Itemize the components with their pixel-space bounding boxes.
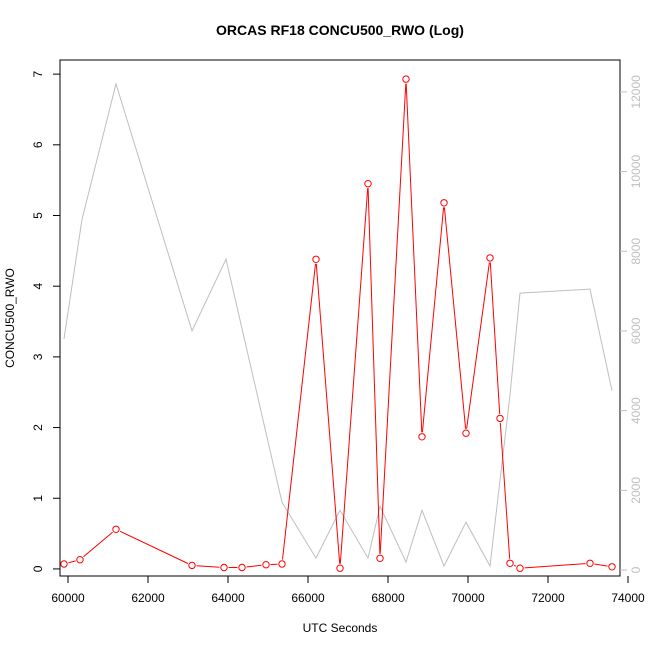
primary-series	[60, 75, 616, 572]
x-tick-label: 66000	[291, 591, 325, 605]
primary-series-point	[516, 564, 524, 572]
primary-series-point	[262, 561, 270, 569]
y-axis-left: 0 1 2 3 4 5 6 7	[31, 70, 60, 572]
primary-series-point	[376, 554, 384, 562]
secondary-series-line	[63, 82, 613, 568]
x-tick-label: 64000	[211, 591, 245, 605]
chart-title: ORCAS RF18 CONCU500_RWO (Log)	[216, 22, 464, 38]
primary-series-segment	[367, 188, 381, 554]
primary-series-point	[188, 561, 196, 570]
primary-series-point	[418, 433, 426, 441]
y-right-tick-label: 10000	[629, 155, 643, 189]
primary-series-segment	[443, 207, 467, 429]
y-axis-right: 0 2000 4000 6000 8000 10000 12000	[620, 75, 643, 573]
y-right-tick-label: 8000	[629, 238, 643, 265]
primary-series-segment	[499, 422, 511, 559]
primary-series-point	[496, 414, 504, 423]
primary-series-point	[336, 564, 344, 572]
primary-series-segment	[282, 263, 316, 560]
primary-series-segment	[119, 530, 189, 564]
y-axis-title: CONCU500_RWO	[3, 268, 17, 368]
primary-series-segment	[83, 531, 113, 558]
primary-series-point	[312, 255, 320, 263]
primary-series-segment	[246, 564, 262, 568]
x-tick-label: 60000	[51, 591, 85, 605]
primary-series-segment	[339, 188, 369, 564]
primary-series-point	[238, 563, 246, 572]
primary-series-point	[462, 429, 470, 437]
y-left-tick-label: 5	[31, 212, 45, 219]
primary-series-segment	[68, 560, 76, 564]
primary-series-point	[60, 560, 68, 568]
y-left-tick-label: 6	[31, 141, 45, 148]
primary-series-point	[586, 559, 594, 567]
primary-series-segment	[524, 563, 586, 569]
secondary-series	[63, 82, 613, 568]
primary-series-segment	[594, 563, 608, 567]
y-right-tick-label: 0	[629, 566, 643, 573]
y-right-tick-label: 4000	[629, 397, 643, 424]
y-right-tick-label: 12000	[629, 75, 643, 109]
primary-series-segment	[196, 565, 220, 568]
y-left-tick-label: 7	[31, 70, 45, 77]
primary-series-point	[402, 75, 410, 83]
primary-series-segment	[421, 207, 445, 433]
primary-series-segment	[379, 83, 407, 554]
x-tick-label: 68000	[371, 591, 405, 605]
plot-border	[59, 59, 621, 577]
y-left-tick-label: 1	[31, 495, 45, 502]
primary-series-point	[486, 254, 494, 262]
x-axis-title: UTC Seconds	[303, 621, 378, 635]
y-left-tick-label: 0	[31, 565, 45, 572]
primary-series-point	[278, 560, 286, 568]
primary-series-segment	[489, 262, 501, 414]
y-left-tick-label: 4	[31, 283, 45, 290]
primary-series-segment	[513, 564, 517, 567]
y-left-tick-label: 3	[31, 353, 45, 360]
x-tick-label: 62000	[131, 591, 165, 605]
primary-series-point	[364, 180, 372, 188]
primary-series-point	[76, 556, 84, 564]
primary-series-segment	[466, 262, 490, 429]
plot-frame	[59, 59, 621, 577]
primary-series-point	[608, 563, 616, 571]
x-tick-label: 70000	[451, 591, 485, 605]
y-right-tick-label: 6000	[629, 317, 643, 344]
primary-series-point	[220, 563, 228, 572]
x-tick-label: 74000	[611, 591, 645, 605]
primary-series-segment	[405, 83, 423, 433]
primary-series-point	[440, 199, 448, 207]
primary-series-point	[112, 525, 120, 533]
primary-series-point	[506, 559, 514, 567]
y-left-tick-label: 2	[31, 424, 45, 431]
primary-series-segment	[315, 263, 341, 564]
x-axis: 60000 62000 64000 66000 68000 70000 72000 74000	[51, 576, 645, 605]
y-right-tick-label: 2000	[629, 477, 643, 504]
x-tick-label: 72000	[531, 591, 565, 605]
